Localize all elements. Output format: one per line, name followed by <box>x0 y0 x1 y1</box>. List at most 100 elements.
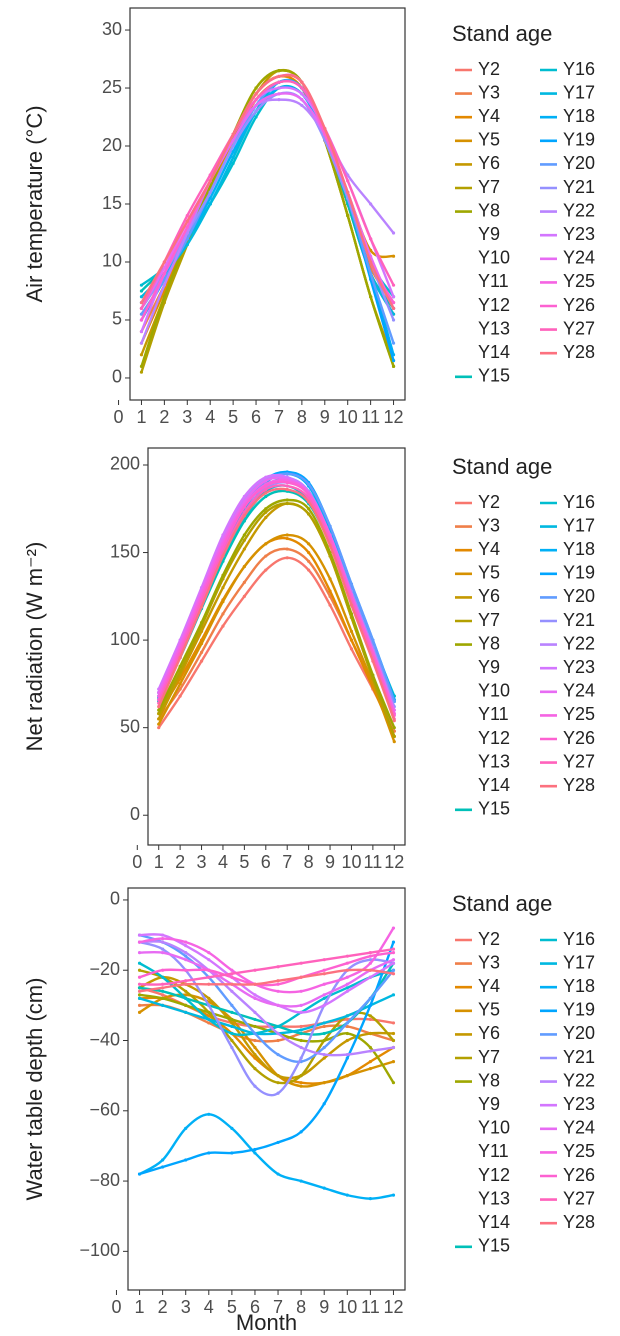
data-point <box>346 213 350 218</box>
data-point <box>184 996 188 1000</box>
data-point <box>254 98 258 102</box>
data-point <box>221 533 225 537</box>
x-tick-label: 0 <box>114 407 124 427</box>
data-point <box>392 719 396 723</box>
data-point <box>264 494 268 499</box>
data-point <box>322 1031 326 1036</box>
x-tick-label: 2 <box>175 852 185 872</box>
y-tick-label: 5 <box>112 309 122 329</box>
legend-label: Y3 <box>478 952 500 972</box>
data-point <box>221 599 225 604</box>
data-point <box>391 1081 396 1085</box>
data-point <box>391 295 396 299</box>
legend-label: Y6 <box>478 1023 500 1043</box>
data-point <box>368 1049 372 1053</box>
data-point <box>230 1031 234 1036</box>
data-point <box>277 86 281 90</box>
legend-label: Y22 <box>563 633 595 653</box>
data-point <box>185 213 189 218</box>
data-point <box>207 1014 211 1018</box>
series-line <box>157 487 396 722</box>
data-point <box>161 933 165 937</box>
data-point <box>277 74 281 79</box>
data-point <box>391 940 396 944</box>
series-line <box>140 78 395 315</box>
data-point <box>391 306 396 310</box>
data-point <box>221 573 225 577</box>
data-point <box>178 694 182 698</box>
data-point <box>254 92 258 96</box>
data-point <box>369 260 373 264</box>
y-tick-label: 15 <box>102 193 122 213</box>
series-line <box>139 947 394 986</box>
data-point <box>207 1017 211 1022</box>
data-point <box>307 512 311 516</box>
series-line <box>140 73 395 321</box>
data-point <box>139 341 144 345</box>
series-line <box>139 940 394 1057</box>
data-point <box>345 989 349 993</box>
legend-label: Y4 <box>478 976 500 996</box>
data-point <box>264 484 268 488</box>
data-point <box>345 1021 349 1025</box>
data-point <box>368 968 372 972</box>
data-point <box>349 603 354 607</box>
data-point <box>242 533 246 537</box>
data-point <box>139 289 144 293</box>
x-tick-label: 11 <box>364 852 383 872</box>
data-point <box>276 989 280 993</box>
series-line <box>140 98 395 344</box>
data-point <box>368 1003 372 1007</box>
data-point <box>345 954 349 958</box>
series-line <box>139 927 395 994</box>
series-line <box>157 533 396 743</box>
data-point <box>207 1010 211 1014</box>
legend-label: Y11 <box>478 704 509 724</box>
data-point <box>208 185 212 189</box>
data-point <box>299 1130 303 1134</box>
series-line <box>139 968 394 993</box>
data-point <box>392 726 396 730</box>
data-point <box>299 975 303 979</box>
data-point <box>299 1084 303 1088</box>
data-point <box>391 1021 396 1025</box>
data-point <box>199 620 204 625</box>
data-point <box>161 968 165 972</box>
legend-label: Y7 <box>478 610 500 630</box>
data-point <box>139 329 144 334</box>
data-point <box>207 951 211 955</box>
series-line <box>139 993 394 1036</box>
data-point <box>299 1010 303 1014</box>
legend-label: Y27 <box>563 751 595 771</box>
legend-label: Y3 <box>478 515 500 535</box>
data-point <box>299 1028 303 1032</box>
data-point <box>322 982 326 986</box>
data-point <box>276 1052 280 1057</box>
data-point <box>349 629 354 633</box>
legend-label: Y22 <box>563 1070 595 1090</box>
data-point <box>276 965 280 969</box>
data-point <box>137 1010 142 1014</box>
data-point <box>207 1151 211 1155</box>
y-tick-label: −60 <box>89 1100 120 1120</box>
data-point <box>230 1017 234 1022</box>
data-point <box>230 1021 234 1025</box>
data-point <box>391 958 396 962</box>
x-axis-title: Month <box>236 1310 297 1335</box>
legend-label: Y8 <box>478 1070 500 1090</box>
legend-label: Y18 <box>563 539 595 559</box>
panel-border <box>129 7 406 401</box>
data-point <box>346 190 350 195</box>
data-point <box>345 1024 349 1029</box>
data-point <box>391 972 396 976</box>
data-point <box>139 312 144 316</box>
data-point <box>242 538 246 542</box>
y-axis-title: Air temperature (°C) <box>22 105 47 302</box>
data-point <box>276 1031 280 1036</box>
data-point <box>230 989 234 993</box>
data-point <box>178 664 182 668</box>
data-point <box>264 510 268 514</box>
legend-label: Y5 <box>478 563 500 583</box>
data-point <box>208 196 212 200</box>
data-point <box>208 190 212 195</box>
